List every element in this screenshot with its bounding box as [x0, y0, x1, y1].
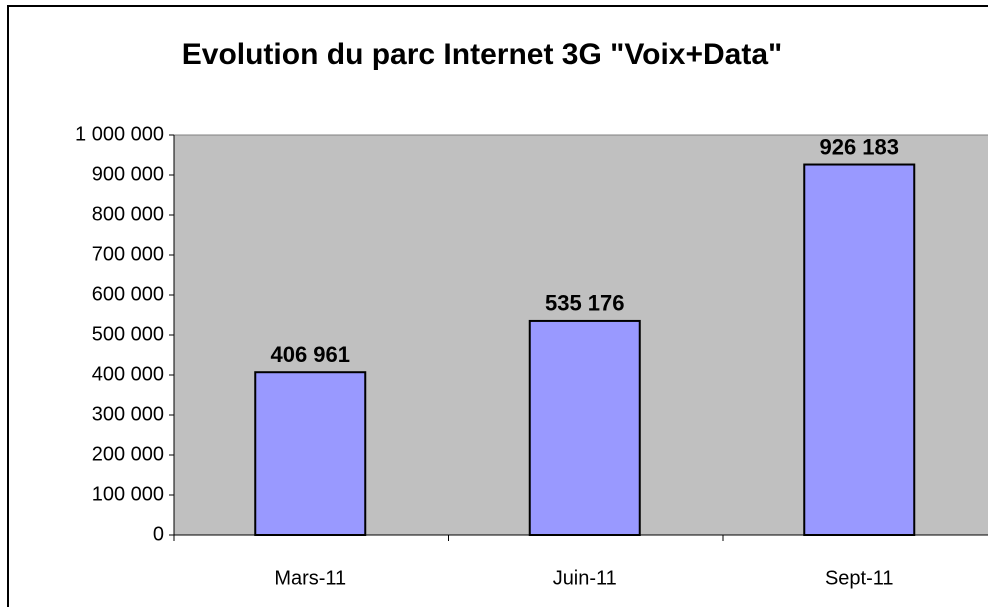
y-tick-label: 200 000	[92, 443, 164, 465]
y-tick-label: 300 000	[92, 403, 164, 425]
y-tick-label: 600 000	[92, 283, 164, 305]
y-tick-label: 400 000	[92, 363, 164, 385]
y-tick-label: 900 000	[92, 163, 164, 185]
bar	[528, 319, 641, 536]
y-tick-label: 500 000	[92, 323, 164, 345]
y-tick-label: 800 000	[92, 203, 164, 225]
y-tick-label: 0	[153, 523, 164, 545]
chart-title: Evolution du parc Internet 3G "Voix+Data…	[182, 38, 783, 71]
y-tick-label: 1 000 000	[75, 123, 164, 145]
x-tick-label: Juin-11	[553, 567, 617, 589]
data-label: 926 183	[819, 134, 899, 159]
data-label: 535 176	[545, 291, 625, 316]
x-tick-label: Mars-11	[274, 567, 346, 589]
bar	[254, 371, 367, 536]
bar	[803, 163, 916, 536]
data-label: 406 961	[270, 342, 350, 367]
x-tick-label: Sept-11	[825, 567, 894, 589]
y-tick-label: 700 000	[92, 243, 164, 265]
y-tick-label: 100 000	[92, 483, 164, 505]
